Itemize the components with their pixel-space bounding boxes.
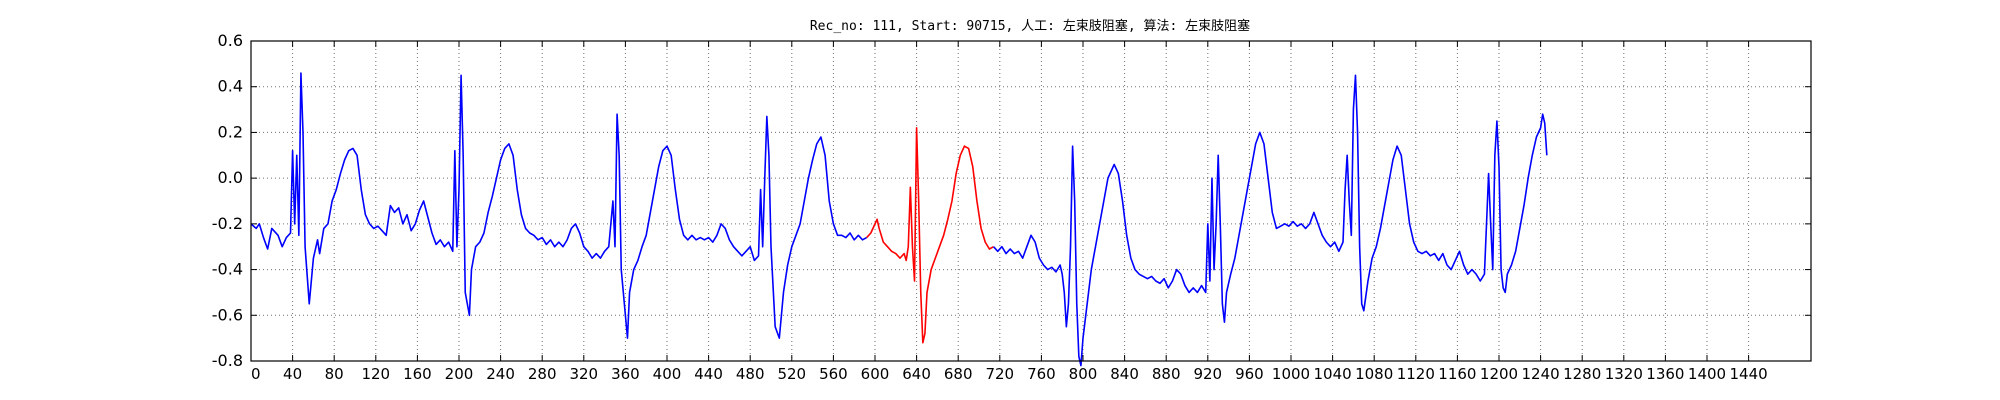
x-tick-label: 1400	[1688, 365, 1726, 383]
x-tick-label: 160	[403, 365, 432, 383]
y-tick-label: 0.6	[218, 31, 243, 50]
x-axis-ticks: 0 40 80 120 160 200 240 280 320 360 400 440 480 520 56…	[250, 41, 1768, 383]
y-tick-label: 0.2	[218, 122, 243, 141]
x-tick-label: 1320	[1605, 365, 1643, 383]
x-tick-label: 960	[1235, 365, 1264, 383]
y-tick-label: -0.6	[212, 305, 243, 324]
x-tick-label: 0	[251, 365, 261, 383]
y-tick-label: -0.4	[212, 260, 243, 279]
x-tick-label: 400	[653, 365, 682, 383]
chart-title: Rec_no: 111, Start: 90715, 人工: 左束肢阻塞, 算法…	[810, 18, 1250, 34]
x-tick-label: 240	[486, 365, 515, 383]
x-tick-label: 840	[1110, 365, 1139, 383]
x-tick-label: 1160	[1438, 365, 1476, 383]
x-tick-label: 1440	[1730, 365, 1768, 383]
x-tick-label: 800	[1069, 365, 1098, 383]
x-tick-label: 760	[1027, 365, 1056, 383]
x-tick-label: 880	[1152, 365, 1181, 383]
x-tick-label: 920	[1193, 365, 1222, 383]
grid-lines	[251, 41, 1811, 361]
x-tick-label: 1280	[1563, 365, 1601, 383]
x-tick-label: 600	[861, 365, 890, 383]
x-tick-label: 1080	[1355, 365, 1393, 383]
y-tick-label: 0.4	[218, 77, 243, 96]
x-tick-label: 120	[361, 365, 390, 383]
x-tick-label: 560	[819, 365, 848, 383]
x-tick-label: 280	[528, 365, 557, 383]
x-tick-label: 1120	[1397, 365, 1435, 383]
x-tick-label: 320	[569, 365, 598, 383]
y-tick-label: -0.8	[212, 351, 243, 370]
x-tick-label: 1360	[1646, 365, 1684, 383]
x-tick-label: 1240	[1522, 365, 1560, 383]
x-tick-label: 640	[902, 365, 931, 383]
x-tick-label: 520	[777, 365, 806, 383]
x-tick-label: 680	[944, 365, 973, 383]
x-tick-label: 440	[694, 365, 723, 383]
x-tick-label: 1200	[1480, 365, 1518, 383]
plot-frame	[250, 40, 1812, 362]
x-tick-label: 1000	[1272, 365, 1310, 383]
signal-series-1	[250, 72, 868, 339]
signal-series-3	[992, 74, 1548, 367]
x-tick-label: 1040	[1314, 365, 1352, 383]
y-tick-label: 0.0	[218, 168, 243, 187]
signal-traces	[250, 72, 1548, 367]
y-axis-ticks: -0.8 -0.6 -0.4 -0.2 0.0 0.2 0.4 0.6	[212, 31, 1811, 370]
y-tick-label: -0.2	[212, 214, 243, 233]
x-tick-label: 80	[325, 365, 344, 383]
x-tick-label: 480	[736, 365, 765, 383]
signal-series-2	[866, 127, 994, 344]
x-tick-label: 720	[985, 365, 1014, 383]
x-tick-label: 200	[445, 365, 474, 383]
x-tick-label: 360	[611, 365, 640, 383]
x-tick-label: 40	[283, 365, 302, 383]
